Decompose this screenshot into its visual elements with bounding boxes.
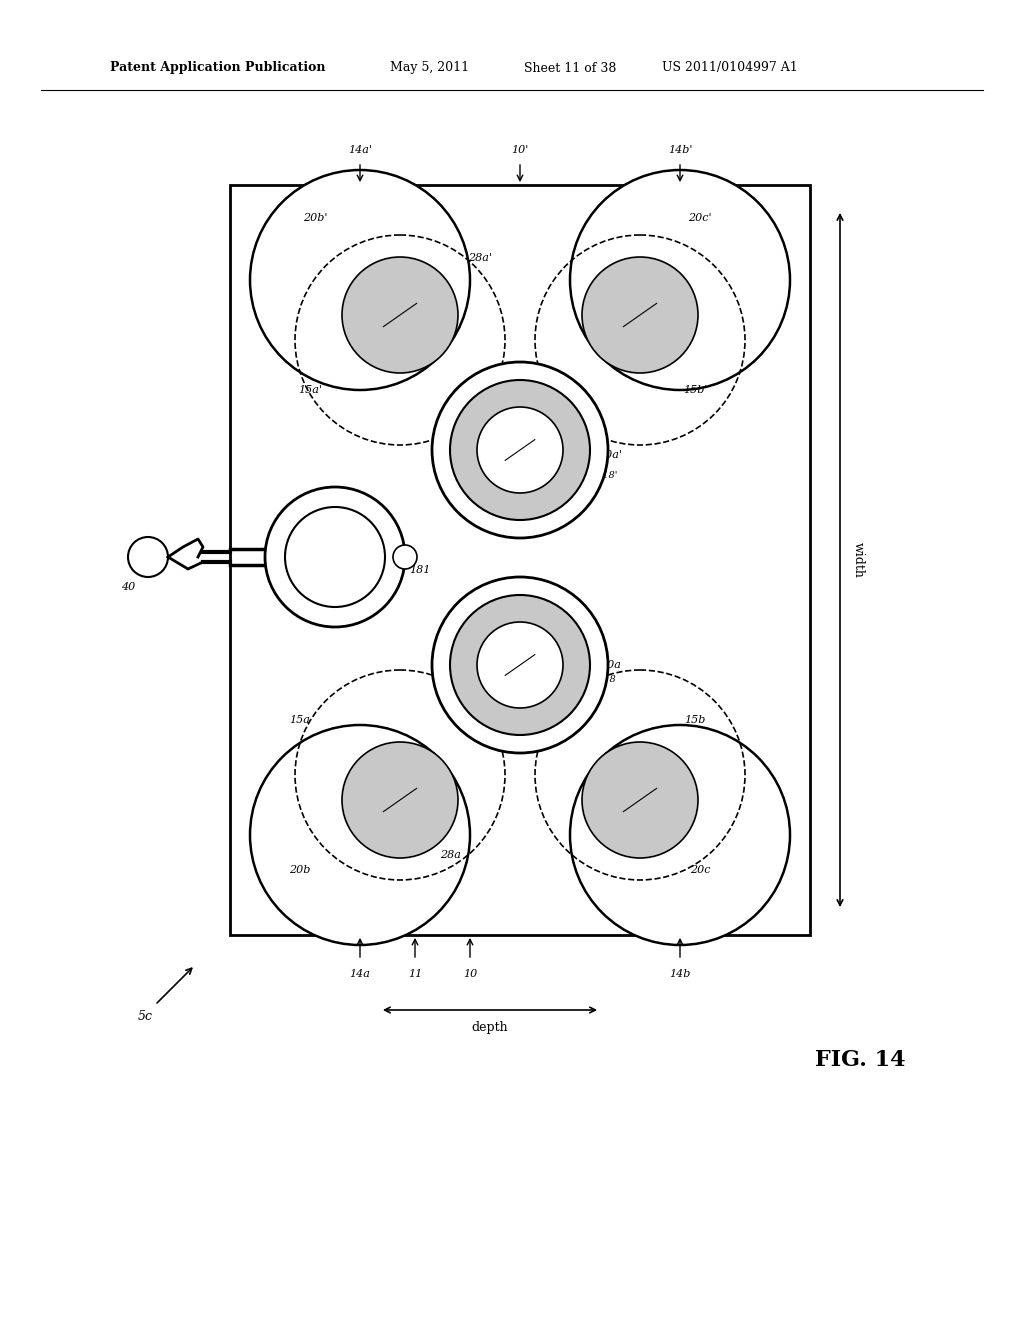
Circle shape xyxy=(432,577,608,752)
Text: 23a': 23a' xyxy=(486,429,508,438)
Text: FIG. 14: FIG. 14 xyxy=(815,1049,905,1071)
Circle shape xyxy=(582,257,698,374)
Circle shape xyxy=(582,742,698,858)
Text: 181: 181 xyxy=(410,565,431,576)
Circle shape xyxy=(342,257,458,374)
Text: 28a: 28a xyxy=(439,850,461,861)
Text: 14b': 14b' xyxy=(668,145,692,154)
Text: 15b: 15b xyxy=(684,715,706,725)
Text: 180: 180 xyxy=(280,523,301,533)
Text: 20a: 20a xyxy=(600,660,621,671)
Circle shape xyxy=(250,170,470,389)
Text: 5c: 5c xyxy=(137,1011,153,1023)
Text: 40: 40 xyxy=(121,582,135,591)
Text: 15a: 15a xyxy=(290,715,310,725)
Circle shape xyxy=(477,622,563,708)
Text: 23a: 23a xyxy=(487,639,506,648)
Text: 10: 10 xyxy=(463,969,477,979)
Circle shape xyxy=(477,407,563,492)
Text: US 2011/0104997 A1: US 2011/0104997 A1 xyxy=(663,62,798,74)
Text: 28a': 28a' xyxy=(468,253,492,263)
Circle shape xyxy=(128,537,168,577)
Text: 188: 188 xyxy=(325,552,346,562)
Circle shape xyxy=(285,507,385,607)
Text: 118: 118 xyxy=(598,676,616,685)
Text: 20c': 20c' xyxy=(688,213,712,223)
Text: 20b: 20b xyxy=(290,865,310,875)
Circle shape xyxy=(450,595,590,735)
Circle shape xyxy=(432,362,608,539)
Text: width: width xyxy=(852,543,864,578)
Text: 20c: 20c xyxy=(690,865,711,875)
Text: Patent Application Publication: Patent Application Publication xyxy=(110,62,326,74)
Text: 14a: 14a xyxy=(349,969,371,979)
Circle shape xyxy=(393,545,417,569)
Text: P12': P12' xyxy=(349,289,371,298)
Text: P21: P21 xyxy=(615,775,635,784)
Text: 23b: 23b xyxy=(366,784,384,792)
Circle shape xyxy=(450,380,590,520)
Text: 14b: 14b xyxy=(670,969,690,979)
Text: P21': P21' xyxy=(614,289,636,298)
Text: 23b': 23b' xyxy=(365,298,386,308)
Text: P12: P12 xyxy=(350,775,370,784)
Text: 118': 118' xyxy=(596,470,617,479)
Text: 15b': 15b' xyxy=(683,385,708,395)
Circle shape xyxy=(570,725,790,945)
Text: 15a': 15a' xyxy=(298,385,322,395)
Text: 20b': 20b' xyxy=(303,213,328,223)
Text: 11: 11 xyxy=(408,969,422,979)
Text: 14a': 14a' xyxy=(348,145,372,154)
Circle shape xyxy=(250,725,470,945)
Text: May 5, 2011: May 5, 2011 xyxy=(390,62,470,74)
Text: 23c: 23c xyxy=(626,784,644,792)
Text: 20P': 20P' xyxy=(486,450,508,458)
Bar xyxy=(230,185,810,935)
Text: 10': 10' xyxy=(511,145,528,154)
Text: 20P: 20P xyxy=(487,660,507,668)
Text: 28': 28' xyxy=(485,383,503,393)
Text: Sheet 11 of 38: Sheet 11 of 38 xyxy=(524,62,616,74)
Text: 28: 28 xyxy=(486,723,501,733)
Text: 20a': 20a' xyxy=(598,450,622,459)
Circle shape xyxy=(265,487,406,627)
Circle shape xyxy=(342,742,458,858)
Circle shape xyxy=(570,170,790,389)
Text: 23c': 23c' xyxy=(625,298,645,308)
Text: depth: depth xyxy=(472,1022,508,1035)
